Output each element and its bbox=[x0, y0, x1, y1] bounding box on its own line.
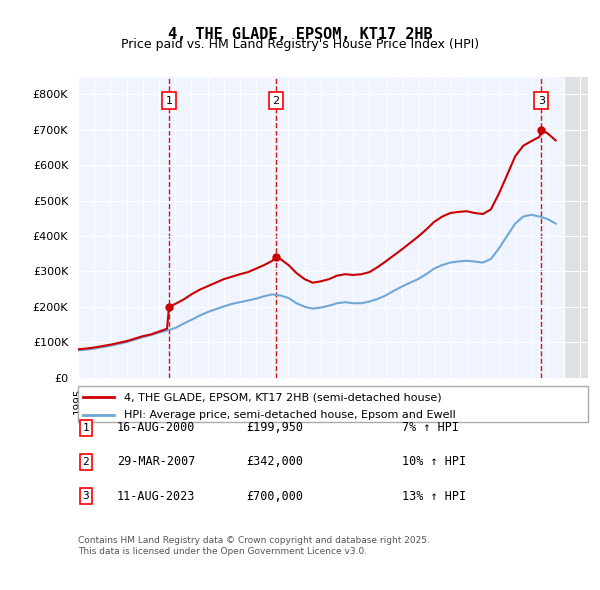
Text: 3: 3 bbox=[538, 96, 545, 106]
Text: HPI: Average price, semi-detached house, Epsom and Ewell: HPI: Average price, semi-detached house,… bbox=[124, 410, 455, 419]
Text: 1: 1 bbox=[82, 423, 89, 432]
FancyBboxPatch shape bbox=[78, 386, 588, 422]
Text: 4, THE GLADE, EPSOM, KT17 2HB: 4, THE GLADE, EPSOM, KT17 2HB bbox=[167, 27, 433, 41]
Text: 11-AUG-2023: 11-AUG-2023 bbox=[117, 490, 196, 503]
Text: 3: 3 bbox=[82, 491, 89, 501]
Text: £342,000: £342,000 bbox=[246, 455, 303, 468]
Text: 10% ↑ HPI: 10% ↑ HPI bbox=[402, 455, 466, 468]
Text: £199,950: £199,950 bbox=[246, 421, 303, 434]
Text: 2: 2 bbox=[82, 457, 89, 467]
Text: Price paid vs. HM Land Registry's House Price Index (HPI): Price paid vs. HM Land Registry's House … bbox=[121, 38, 479, 51]
Text: 2: 2 bbox=[272, 96, 280, 106]
Text: 13% ↑ HPI: 13% ↑ HPI bbox=[402, 490, 466, 503]
Text: £700,000: £700,000 bbox=[246, 490, 303, 503]
Text: Contains HM Land Registry data © Crown copyright and database right 2025.
This d: Contains HM Land Registry data © Crown c… bbox=[78, 536, 430, 556]
Bar bbox=[564, 77, 588, 378]
Text: 7% ↑ HPI: 7% ↑ HPI bbox=[402, 421, 459, 434]
Text: 29-MAR-2007: 29-MAR-2007 bbox=[117, 455, 196, 468]
Text: 4, THE GLADE, EPSOM, KT17 2HB (semi-detached house): 4, THE GLADE, EPSOM, KT17 2HB (semi-deta… bbox=[124, 392, 442, 402]
Text: 1: 1 bbox=[166, 96, 172, 106]
Text: 16-AUG-2000: 16-AUG-2000 bbox=[117, 421, 196, 434]
